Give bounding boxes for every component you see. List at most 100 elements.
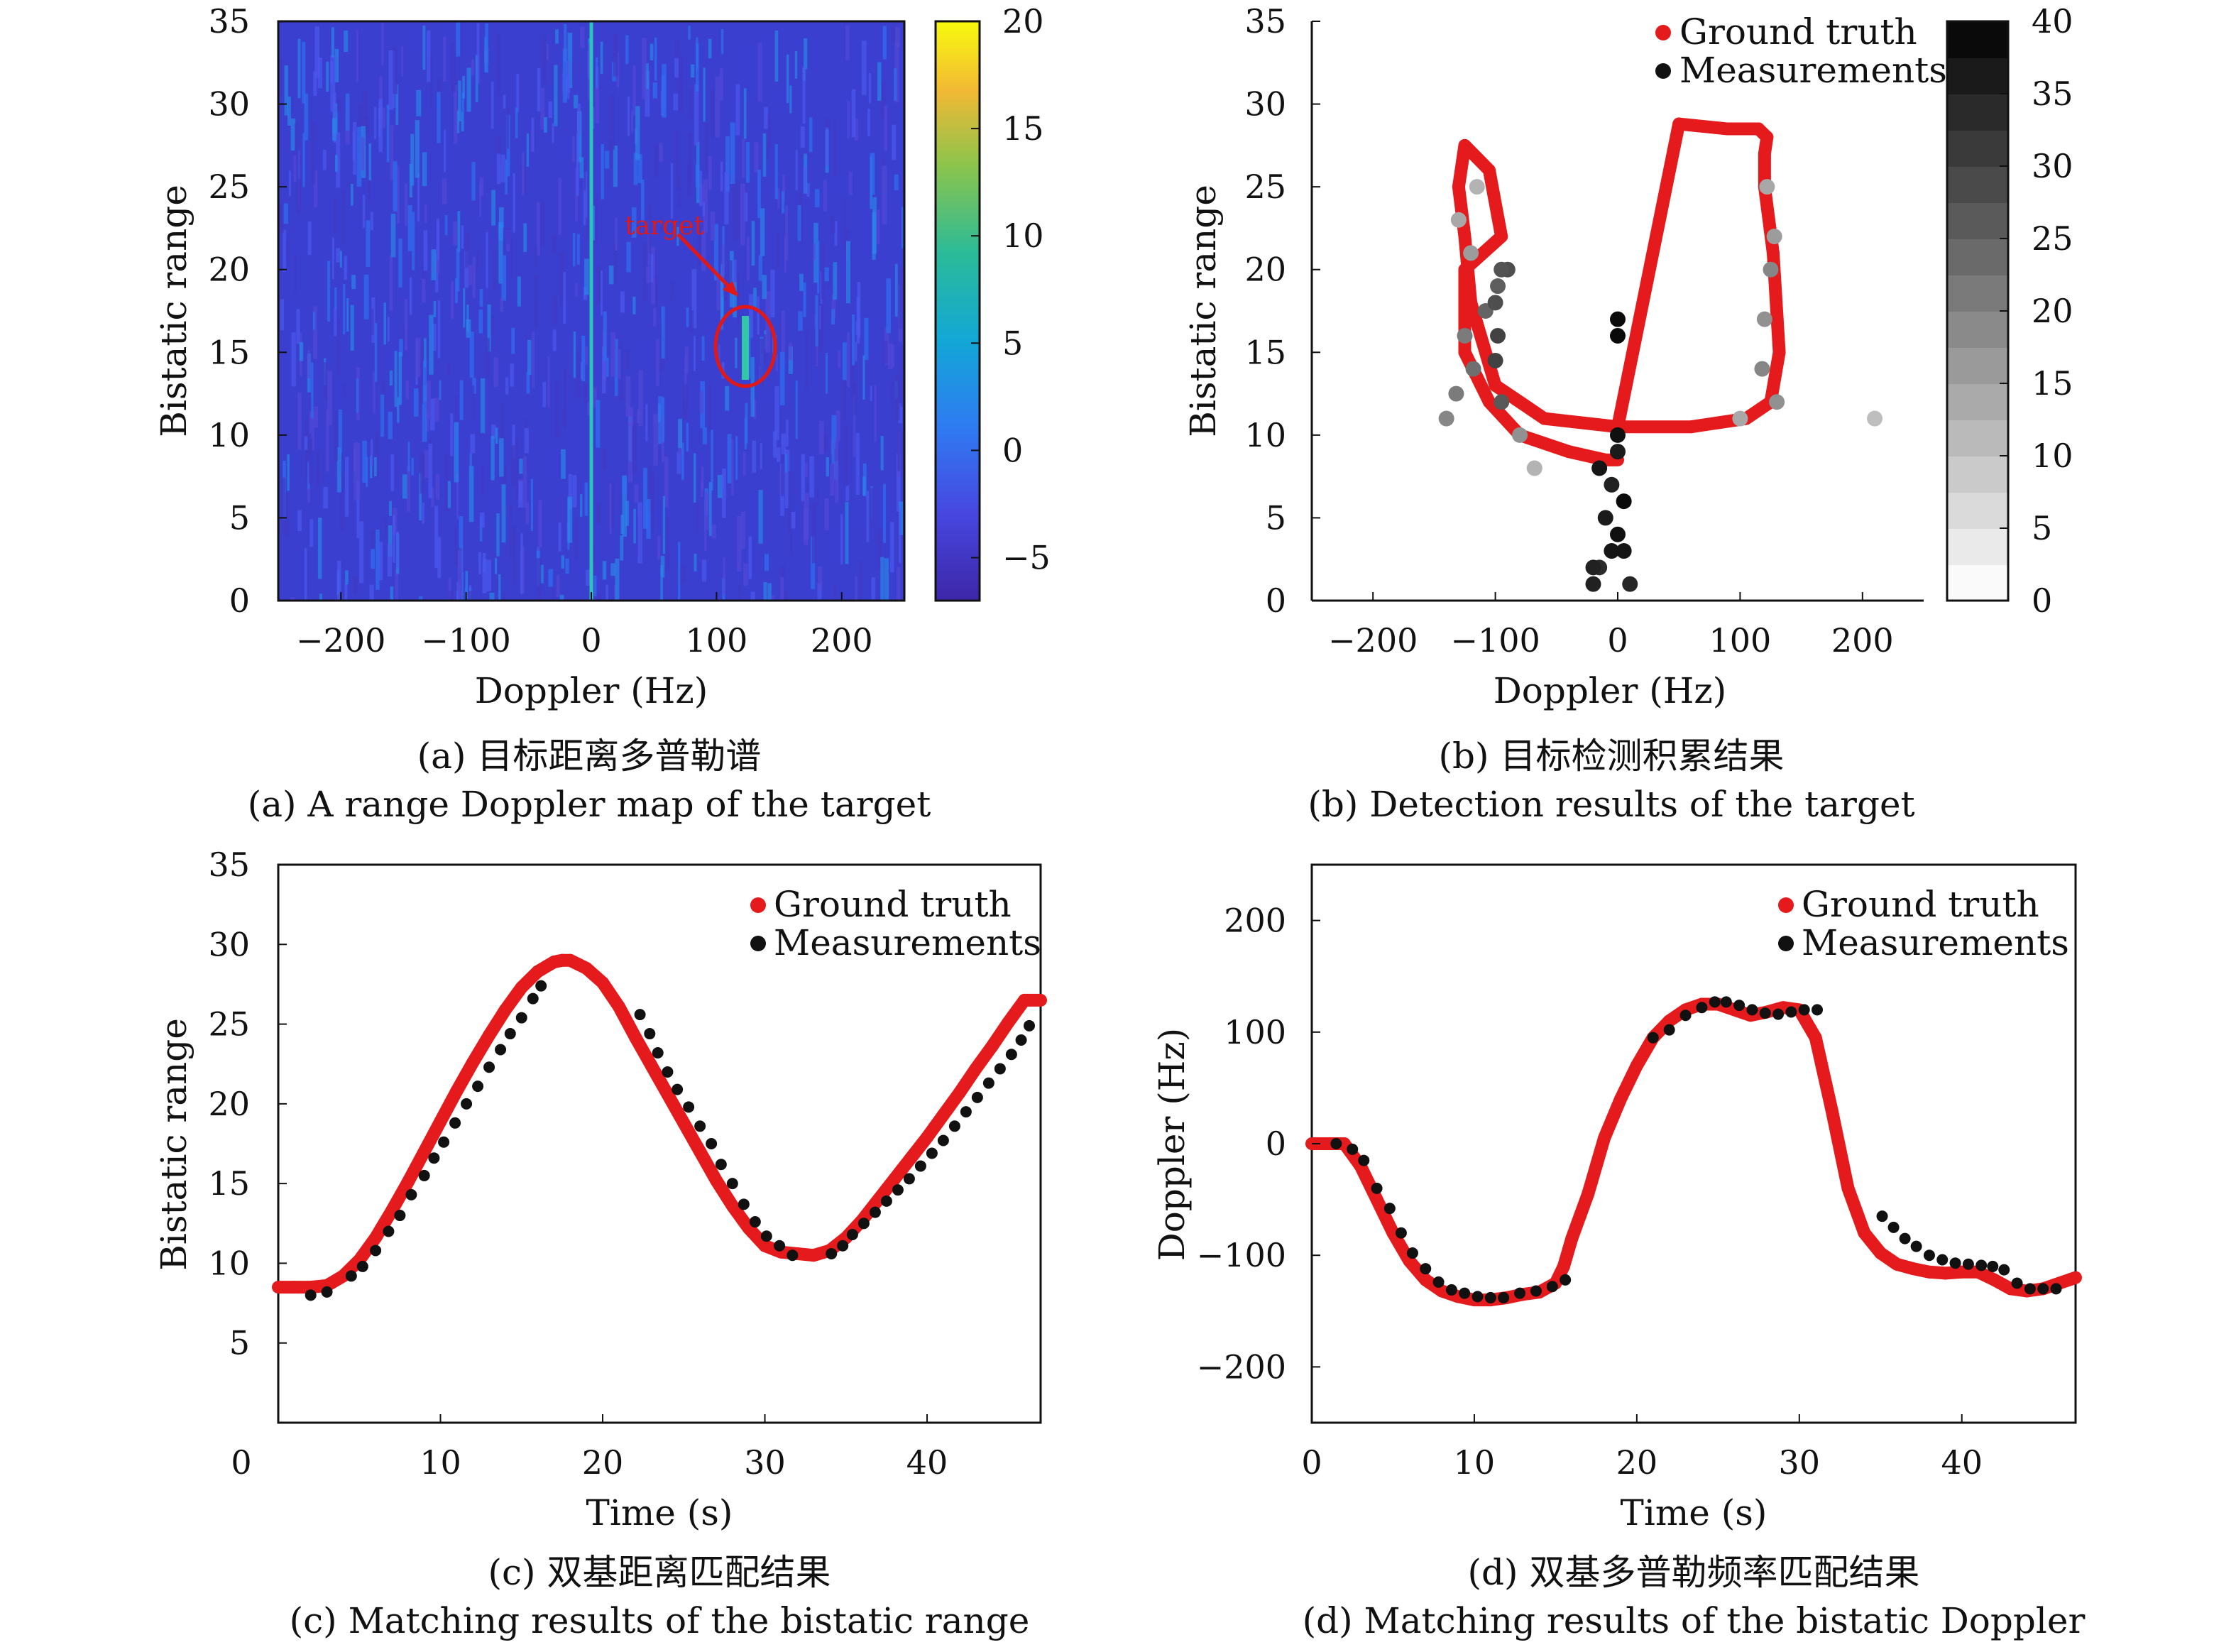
noise-streak (855, 433, 860, 495)
noise-streak (283, 229, 286, 272)
measurement-point (1616, 543, 1632, 559)
noise-streak (356, 378, 358, 413)
noise-streak (843, 426, 848, 486)
noise-streak (520, 532, 523, 595)
noise-streak (564, 368, 566, 429)
noise-streak (462, 76, 465, 99)
measurement-point (1732, 410, 1748, 427)
noise-streak (806, 182, 810, 197)
noise-streak (456, 110, 460, 133)
noise-streak (404, 299, 408, 351)
noise-streak (596, 266, 601, 304)
measurement-point (1604, 543, 1620, 559)
noise-streak (825, 127, 829, 166)
x-tick-label: −100 (421, 621, 510, 660)
noise-streak (760, 208, 765, 256)
noise-streak (834, 221, 838, 246)
noise-streak (331, 237, 334, 280)
noise-streak (294, 253, 297, 293)
measurement-point (826, 1247, 838, 1259)
noise-streak (314, 26, 320, 79)
noise-streak (708, 156, 712, 190)
noise-streak (788, 471, 791, 533)
y-tick-label: 30 (208, 85, 250, 124)
noise-streak (307, 221, 312, 256)
x-tick-label: 0 (231, 1443, 251, 1482)
measurement-point (1987, 1260, 1999, 1272)
noise-streak (733, 282, 737, 318)
noise-streak (762, 275, 767, 300)
noise-streak (853, 383, 857, 415)
noise-streak (642, 242, 646, 301)
noise-streak (776, 231, 780, 269)
noise-streak (874, 385, 877, 442)
measurement-point (321, 1286, 333, 1298)
noise-streak (583, 383, 588, 405)
measurement-point (1962, 1258, 1974, 1270)
noise-streak (423, 230, 428, 271)
noise-streak (378, 108, 381, 138)
noise-streak (713, 224, 718, 281)
legend-box (738, 877, 1036, 960)
noise-streak (575, 518, 579, 559)
colorbar-band (1947, 130, 2008, 167)
noise-streak (862, 355, 865, 400)
noise-streak (723, 557, 725, 595)
noise-streak (673, 93, 679, 111)
legend-marker-measurements (750, 936, 766, 951)
noise-streak (826, 353, 828, 394)
noise-streak (398, 239, 402, 288)
noise-streak (634, 484, 639, 503)
noise-streak (344, 31, 349, 52)
noise-streak (795, 381, 798, 439)
noise-streak (524, 427, 529, 454)
caption-cn: (c) 双基距离匹配结果 (488, 1552, 831, 1593)
noise-streak (900, 344, 904, 407)
noise-streak (380, 394, 385, 437)
measurement-point (1949, 1257, 1961, 1269)
noise-streak (297, 178, 302, 214)
noise-streak (805, 462, 808, 478)
measurement-point (982, 1077, 994, 1089)
measurement-point (634, 1009, 646, 1021)
noise-streak (774, 30, 779, 82)
noise-streak (625, 376, 631, 417)
noise-streak (479, 516, 483, 542)
noise-streak (395, 569, 399, 601)
noise-streak (393, 48, 398, 94)
noise-streak (585, 346, 588, 365)
noise-streak (780, 577, 784, 601)
noise-streak (338, 410, 342, 453)
noise-streak (626, 241, 631, 273)
measurement-point (515, 1012, 527, 1024)
measurement-point (1610, 444, 1626, 460)
noise-streak (444, 454, 449, 512)
noise-streak (779, 351, 785, 406)
noise-streak (859, 561, 863, 601)
noise-streak (518, 481, 523, 508)
noise-streak (280, 58, 283, 97)
y-tick-label: 30 (1244, 85, 1286, 124)
y-tick-label: 35 (1244, 2, 1286, 40)
noise-streak (872, 212, 876, 260)
noise-streak (555, 29, 559, 44)
noise-streak (336, 447, 341, 493)
noise-streak (813, 222, 818, 283)
x-tick-label: −200 (296, 621, 385, 660)
noise-streak (601, 346, 606, 394)
noise-streak (653, 414, 658, 466)
noise-streak (848, 171, 853, 195)
colorbar-band (1947, 311, 2008, 348)
colorbar-band (1947, 202, 2008, 239)
measurement-point (1490, 327, 1506, 344)
measurement-point (1490, 278, 1506, 295)
noise-streak (312, 312, 316, 330)
noise-streak (856, 297, 860, 344)
ground-truth-segment (1482, 163, 1508, 244)
colorbar-band (1947, 456, 2008, 493)
noise-streak (702, 427, 707, 444)
colorbar-band (1947, 420, 2008, 456)
noise-streak (855, 118, 859, 141)
noise-streak (745, 403, 748, 444)
noise-streak (758, 490, 763, 544)
